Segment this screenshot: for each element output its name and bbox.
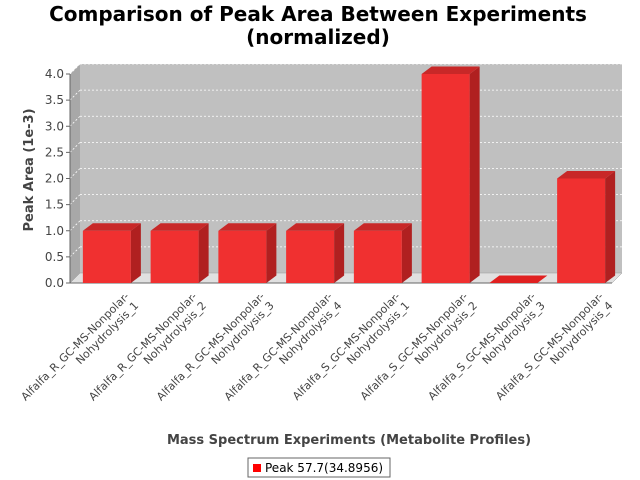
bar-side (266, 223, 277, 283)
chart-title-line-1: Comparison of Peak Area Between Experime… (49, 2, 587, 26)
x-axis-label: Mass Spectrum Experiments (Metabolite Pr… (167, 433, 531, 448)
y-tick-label: 4.0 (45, 67, 64, 81)
bar-side (198, 223, 209, 283)
y-tick-label: 1.0 (45, 224, 64, 238)
bar (82, 230, 131, 283)
bar-top (557, 171, 616, 179)
x-tick-label: Alfalfa_R_GC-MS-Nonpolar-Nohydrolysis_1 (19, 290, 142, 413)
plot-left-wall (70, 64, 80, 283)
bar (353, 230, 402, 283)
bar-top (218, 223, 277, 231)
bar-top (82, 223, 141, 231)
y-tick-label: 1.5 (45, 198, 64, 212)
legend-swatch (253, 464, 261, 472)
bar-top (489, 275, 548, 283)
y-tick-label: 2.0 (45, 172, 64, 186)
plot-area: 0.0 0.5 1.0 1.5 2.0 2.5 3.0 3.5 4.0 Alfalfa_R_GC-… (19, 63, 623, 413)
bar-top (150, 223, 209, 231)
bar-top (286, 223, 345, 231)
bar-side (401, 223, 412, 283)
bar-side (130, 223, 141, 283)
y-tick-label: 3.5 (45, 93, 64, 107)
bar (150, 230, 199, 283)
bar (218, 230, 267, 283)
bar-side (469, 66, 480, 283)
plot-background (80, 64, 622, 273)
bar-side (334, 223, 345, 283)
y-axis-label: Peak Area (1e-3) (22, 108, 37, 231)
legend-box (247, 457, 391, 478)
y-tick-label: 3.0 (45, 119, 64, 133)
bar-top (421, 66, 480, 74)
bar (286, 230, 335, 283)
y-tick-label: 2.5 (45, 145, 64, 159)
bar (557, 178, 606, 283)
legend: Peak 57.7(34.8956) (247, 457, 391, 478)
legend-entry: Peak 57.7(34.8956) (265, 461, 383, 475)
bar-top (353, 223, 412, 231)
y-tick-label: 0.0 (45, 276, 64, 290)
y-tick-label: 0.5 (45, 250, 64, 264)
chart-title-line-2: (normalized) (246, 25, 390, 49)
bar-side (605, 171, 616, 283)
bar (421, 74, 470, 283)
